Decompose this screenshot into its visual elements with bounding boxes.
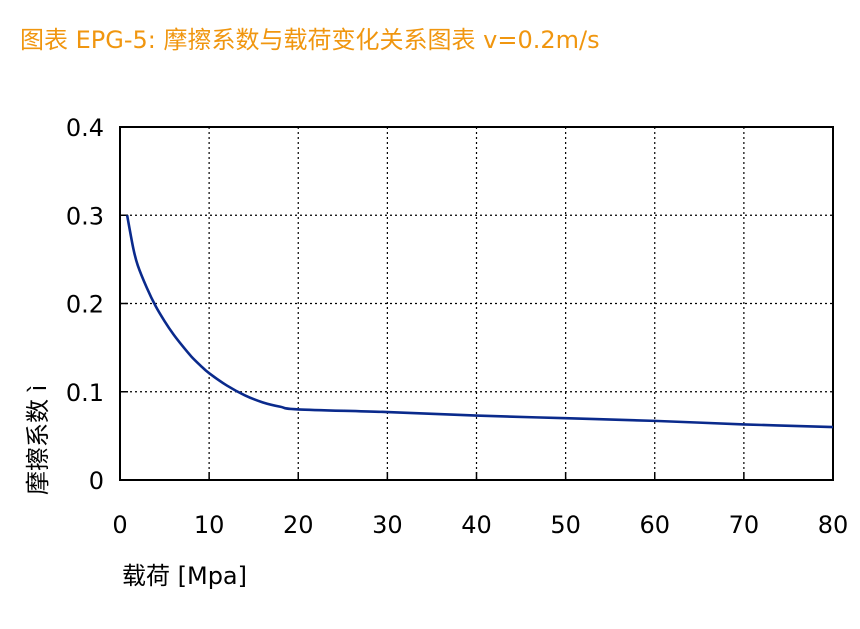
y-tick-label: 0.3 (66, 202, 104, 230)
y-tick-label: 0.1 (66, 379, 104, 407)
x-tick-label: 60 (639, 511, 670, 539)
x-tick-label: 40 (461, 511, 492, 539)
grid-lines (120, 127, 833, 480)
x-tick-label: 80 (818, 511, 849, 539)
y-tick-label: 0.2 (66, 291, 104, 319)
x-tick-label: 0 (112, 511, 127, 539)
x-tick-label: 10 (194, 511, 225, 539)
y-tick-label: 0.4 (66, 114, 104, 142)
chart-title: 图表 EPG-5: 摩擦系数与载荷变化关系图表 v=0.2m/s (20, 26, 600, 54)
y-axis-label: 摩擦系数 ì (24, 385, 52, 495)
x-axis-label: 载荷 [Mpa] (122, 562, 247, 590)
x-tick-labels: 0 10 20 30 40 50 60 70 80 (112, 511, 848, 539)
y-tick-label: 0 (89, 467, 104, 495)
y-tick-labels: 0 0.1 0.2 0.3 0.4 (66, 114, 104, 495)
x-tick-label: 30 (372, 511, 403, 539)
x-tick-label: 70 (729, 511, 760, 539)
x-tick-label: 20 (283, 511, 314, 539)
x-tick-label: 50 (550, 511, 581, 539)
axis-ticks (119, 126, 834, 481)
series-line (125, 215, 834, 429)
